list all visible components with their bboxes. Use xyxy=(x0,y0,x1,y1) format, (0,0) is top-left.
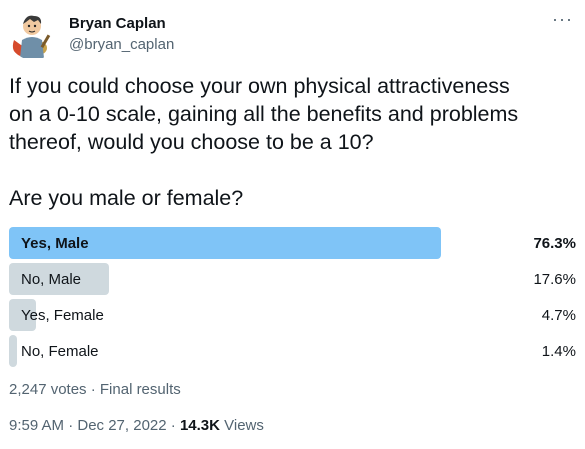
poll-option-label: No, Male xyxy=(21,271,82,288)
poll-option: No, Male 17.6% xyxy=(9,263,576,295)
poll-option-label: Yes, Male xyxy=(21,235,89,252)
poll-summary: 2,247 votes · Final results xyxy=(9,381,181,398)
poll-bar xyxy=(9,227,441,259)
timestamp-text[interactable]: 9:59 AM · Dec 27, 2022 · xyxy=(9,417,180,434)
poll-option-label: No, Female xyxy=(21,343,99,360)
avatar[interactable] xyxy=(8,10,58,60)
author-name[interactable]: Bryan Caplan xyxy=(69,15,166,32)
more-options-icon[interactable]: ··· xyxy=(552,9,573,29)
tweet-header: Bryan Caplan @bryan_caplan ··· xyxy=(8,8,577,60)
poll-option-percent: 4.7% xyxy=(541,307,576,324)
cartoon-avatar-icon xyxy=(12,15,51,58)
poll-option: Yes, Male 76.3% xyxy=(9,227,576,259)
views-count: 14.3K xyxy=(179,417,220,434)
tweet-timestamp: 9:59 AM · Dec 27, 2022 · 14.3K Views xyxy=(9,417,264,434)
views-label: Views xyxy=(219,417,264,434)
poll-option: No, Female 1.4% xyxy=(9,335,576,367)
poll-option-percent: 76.3% xyxy=(533,235,576,252)
poll-option-label: Yes, Female xyxy=(21,307,104,324)
author-handle[interactable]: @bryan_caplan xyxy=(69,36,175,53)
tweet-text: If you could choose your own physical at… xyxy=(9,74,519,210)
poll-bar xyxy=(9,263,109,295)
poll: Yes, Male 76.3% No, Male 17.6% Yes, Female 4.… xyxy=(9,227,576,371)
poll-option-percent: 17.6% xyxy=(533,271,576,288)
poll-bar xyxy=(9,299,36,331)
poll-option-percent: 1.4% xyxy=(541,343,576,360)
poll-option: Yes, Female 4.7% xyxy=(9,299,576,331)
poll-bar xyxy=(9,335,17,367)
